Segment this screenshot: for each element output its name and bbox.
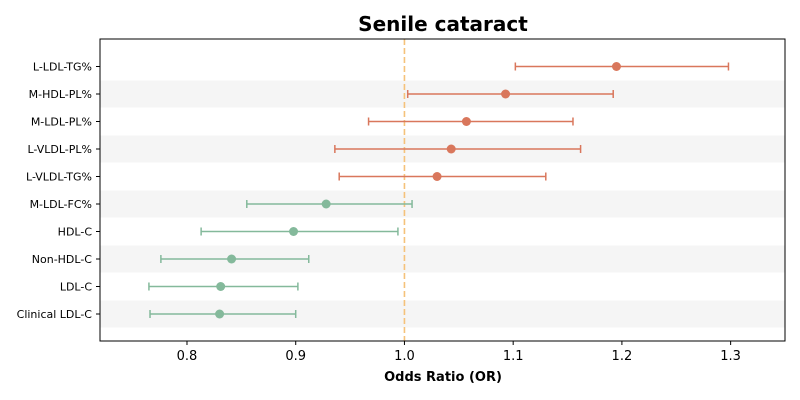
x-tick-label: 0.8 <box>177 349 198 364</box>
y-tick-label: M-HDL-PL% <box>29 88 92 101</box>
or-point <box>501 89 511 99</box>
or-point <box>432 172 442 181</box>
or-point <box>321 199 331 209</box>
or-point <box>215 309 225 319</box>
y-axis: L-LDL-TG% M-HDL-PL% M-LDL-PL% L-VLDL-PL% L-V… <box>17 61 100 321</box>
y-tick-label: M-LDL-FC% <box>30 198 92 211</box>
x-tick-label: 1.2 <box>612 349 633 364</box>
x-axis-label: Odds Ratio (OR) <box>384 370 502 385</box>
or-point <box>227 254 237 264</box>
y-tick-label: L-LDL-TG% <box>33 61 92 74</box>
y-tick-label: LDL-C <box>60 281 93 294</box>
row-bands <box>100 80 785 328</box>
point-estimates <box>215 62 621 319</box>
or-point <box>611 62 621 71</box>
or-point <box>461 117 471 126</box>
x-tick-label: 0.9 <box>285 349 306 364</box>
y-tick-label: L-VLDL-PL% <box>27 143 92 156</box>
or-point <box>216 282 226 291</box>
y-tick-label: L-VLDL-TG% <box>26 171 92 184</box>
y-tick-label: Clinical LDL-C <box>17 308 93 321</box>
or-point <box>289 227 299 236</box>
x-tick-label: 1.3 <box>720 349 741 364</box>
x-tick-label: 1.1 <box>503 349 524 364</box>
y-tick-label: HDL-C <box>58 226 93 239</box>
x-axis: 0.8 0.9 1.0 1.1 1.2 1.3 <box>177 341 741 364</box>
chart-title: Senile cataract <box>358 12 528 36</box>
y-tick-label: M-LDL-PL% <box>31 116 92 129</box>
x-tick-label: 1.0 <box>394 349 415 364</box>
error-bars <box>148 62 730 318</box>
plot-frame <box>99 38 786 342</box>
row-band <box>100 190 785 218</box>
or-point <box>446 144 456 154</box>
y-tick-label: Non-HDL-C <box>32 253 93 266</box>
